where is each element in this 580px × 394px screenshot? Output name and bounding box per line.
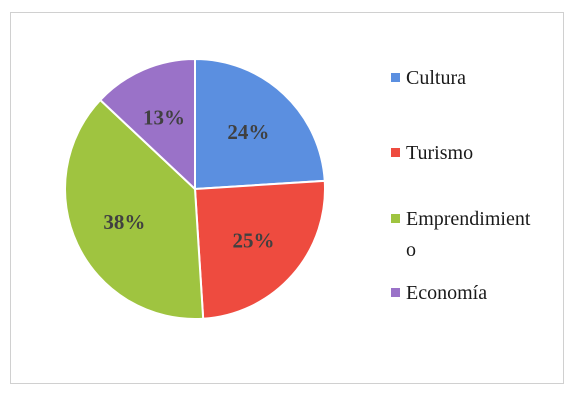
- slice-label-turismo: 25%: [233, 229, 275, 253]
- legend-swatch-emprendimiento: [391, 214, 400, 223]
- pie-slices: [64, 57, 326, 320]
- legend-label-cultura: Cultura: [406, 67, 466, 89]
- legend: Cultura Turismo Emprendimient o Economía: [391, 67, 531, 304]
- pie-slice-labels: 24% 25% 38% 13%: [103, 105, 274, 252]
- pie-slice-cultura: [194, 57, 326, 191]
- legend-swatch-economía: [391, 288, 400, 297]
- legend-swatch-cultura: [391, 73, 400, 82]
- pie-slice-economía: [98, 57, 196, 192]
- slice-label-emprendimiento: 38%: [103, 210, 145, 234]
- legend-swatch-turismo: [391, 148, 400, 157]
- pie-slice-turismo: [193, 179, 326, 320]
- legend-label-emprendimiento-line2: o: [406, 239, 416, 261]
- legend-label-economía: Economía: [406, 282, 487, 304]
- legend-label-turismo: Turismo: [406, 142, 473, 164]
- slice-label-cultura: 24%: [227, 120, 269, 144]
- chart-frame: 24% 25% 38% 13% Cultura Turismo Emprendimient…: [10, 12, 564, 384]
- slice-label-economía: 13%: [143, 105, 185, 129]
- pie-slice-emprendimiento: [64, 98, 205, 320]
- pie-chart: 24% 25% 38% 13% Cultura Turismo Emprendimient…: [64, 57, 531, 320]
- legend-label-emprendimiento: Emprendimient: [406, 208, 531, 230]
